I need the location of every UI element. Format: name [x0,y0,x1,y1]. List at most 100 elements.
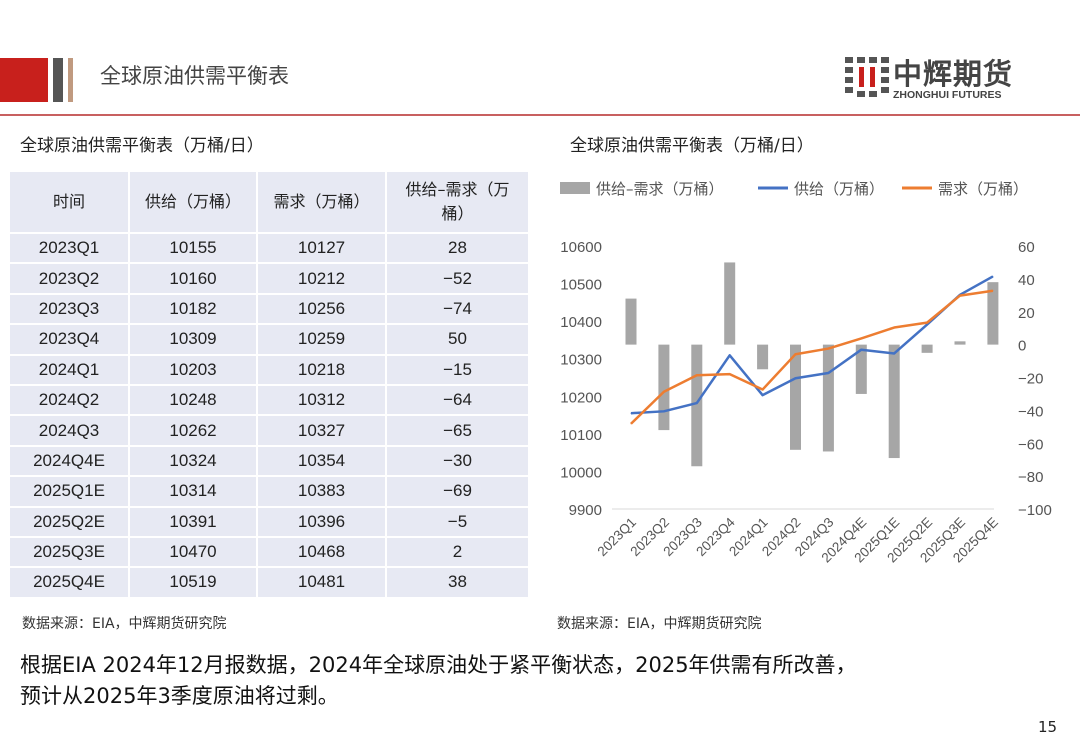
point-demand [696,374,698,376]
point-demand [663,391,665,393]
left-tick-label: 10100 [560,427,602,444]
bar-balance [658,344,670,431]
table-cell: 10155 [128,231,258,265]
left-tick-label: 10600 [560,239,602,256]
header-red-block [0,58,48,102]
table-cell: 10327 [256,414,387,447]
bar-balance [954,341,966,345]
table-cell: 10314 [128,475,258,508]
point-demand [959,295,961,297]
point-supply [893,352,895,354]
right-tick-label: 0 [1018,338,1026,355]
slide-title: 全球原油供需平衡表 [100,64,289,88]
table-cell: 2023Q1 [8,231,130,265]
right-tick-label: −20 [1018,371,1043,388]
logo-text-en: ZHONGHUI FUTURES [893,89,1002,101]
table-row: 2023Q3 10182 10256 −74 [8,292,530,326]
table-cell: 10324 [128,444,258,478]
bar-balance [691,344,703,467]
table-row: 2025Q3E 10470 10468 2 [8,535,530,569]
legend-label: 供给–需求（万桶） [596,180,724,198]
right-tick-label: 60 [1018,239,1035,256]
table-cell: −74 [385,292,530,326]
table-row: 2025Q4E 10519 10481 38 [8,566,530,599]
point-supply [860,349,862,351]
table-cell: 10212 [256,262,387,295]
table-cell: 10354 [256,444,387,478]
summary-line: 根据EIA 2024年12月报数据，2024年全球原油处于紧平衡状态，2025年… [20,653,857,677]
table-cell: 2024Q4E [8,444,130,478]
header-divider [0,114,1080,116]
table-row: 2024Q2 10248 10312 −64 [8,383,530,417]
table-cell: 10218 [256,353,387,386]
legend-swatch-bar [560,182,590,194]
table-cell: 10182 [128,292,258,326]
table-cell: 10391 [128,505,258,538]
point-demand [893,327,895,329]
table-cell: 2025Q2E [8,505,130,538]
header-gray-bar [53,58,63,102]
table-cell: 28 [385,231,530,265]
point-demand [992,290,994,292]
table-row: 2024Q4E 10324 10354 −30 [8,444,530,478]
table-cell: −65 [385,414,530,447]
point-demand [795,353,796,355]
page-number: 15 [1038,718,1058,736]
summary-line: 预计从2025年3季度原油将过剩。 [20,684,339,708]
table-cell: 10470 [128,535,258,569]
table-row: 2023Q4 10309 10259 50 [8,323,530,356]
table-cell: 2025Q1E [8,475,130,508]
bar-balance [855,344,867,394]
balance-chart: 10600 10500 10400 10300 10200 10100 10000 9900 6… [560,180,1052,565]
right-tick-label: 20 [1018,305,1035,322]
point-supply [926,324,928,326]
legend-label: 需求（万桶） [938,180,1028,198]
table-cell: 10259 [256,323,387,356]
point-supply [630,412,632,414]
line-supply [630,275,994,415]
table-cell: 2 [385,535,530,569]
point-demand [926,322,928,324]
bar-balance [757,344,769,370]
left-tick-label: 9900 [569,502,602,519]
table-cell: 10312 [256,383,387,417]
table-cell: 10468 [256,535,387,569]
company-logo: 中辉期货 ZHONGHUI FUTURES [845,55,1020,105]
table-cell: 10256 [256,292,387,326]
point-supply [762,394,764,396]
logo-text-cn: 中辉期货 [893,57,1014,91]
logo-grid-icon [845,57,889,97]
table-cell: −64 [385,383,530,417]
table-source: 数据来源：EIA，中辉期货研究院 [22,616,227,632]
table-cell: 10203 [128,353,258,386]
table-cell: 2023Q4 [8,323,130,356]
summary-text: 根据EIA 2024年12月报数据，2024年全球原油处于紧平衡状态，2025年… [20,650,857,712]
col-header-balance: 供给–需求（万桶） [385,170,530,234]
table-title: 全球原油供需平衡表（万桶/日） [20,136,264,156]
right-tick-label: 40 [1018,272,1035,289]
table-cell: −5 [385,505,530,538]
table-cell: −30 [385,444,530,478]
point-demand [827,348,829,350]
point-demand [630,423,632,425]
table-cell: −15 [385,353,530,386]
point-supply [795,377,796,379]
table-cell: 2024Q2 [8,383,130,417]
table-row: 2023Q1 10155 10127 28 [8,231,530,265]
table-cell: 10383 [256,475,387,508]
table-cell: 50 [385,323,530,356]
table-cell: 10519 [128,566,258,599]
left-tick-label: 10400 [560,314,602,331]
table-cell: −69 [385,475,530,508]
point-supply [729,354,731,356]
point-demand [860,337,862,339]
right-tick-label: −60 [1018,436,1043,453]
table-cell: 2025Q3E [8,535,130,569]
bar-balance [921,344,933,353]
point-supply [696,402,698,404]
table-row: 2025Q2E 10391 10396 −5 [8,505,530,538]
point-supply [992,275,994,277]
right-tick-label: −80 [1018,469,1043,486]
bar-balance [888,344,900,459]
col-header-time: 时间 [8,170,130,234]
